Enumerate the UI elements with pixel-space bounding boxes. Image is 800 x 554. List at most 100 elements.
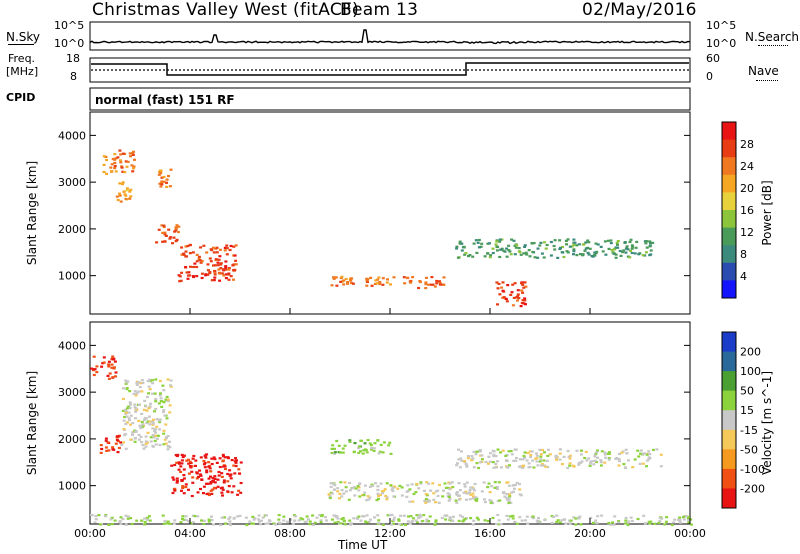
data-cell xyxy=(216,478,220,481)
data-cell xyxy=(266,522,270,525)
data-cell xyxy=(205,482,208,485)
velocity-colorbar-tick-label: 15 xyxy=(740,404,754,417)
data-cell xyxy=(612,252,616,255)
data-cell xyxy=(594,452,598,455)
data-cell xyxy=(147,415,151,418)
data-cell xyxy=(140,420,144,424)
data-cell xyxy=(226,480,230,483)
data-cell xyxy=(163,438,167,441)
data-cell xyxy=(489,501,493,504)
data-cell xyxy=(202,463,206,466)
data-cell xyxy=(552,515,556,519)
power-colorbar-tick-label: 8 xyxy=(740,248,747,261)
data-cell xyxy=(560,519,564,522)
data-cell xyxy=(148,423,152,426)
data-cell xyxy=(516,299,519,302)
data-cell xyxy=(624,519,628,522)
data-cell xyxy=(333,452,336,455)
data-cell xyxy=(432,498,436,501)
data-cell xyxy=(162,224,166,227)
data-cell xyxy=(408,522,412,525)
data-cell xyxy=(406,489,410,492)
data-cell xyxy=(440,516,444,520)
data-cell xyxy=(513,253,517,256)
data-cell xyxy=(98,523,102,526)
data-cell xyxy=(210,279,214,282)
data-cell xyxy=(143,517,147,520)
data-cell xyxy=(465,492,469,495)
data-cell xyxy=(628,240,632,244)
data-cell xyxy=(301,518,305,521)
data-cell xyxy=(520,302,524,305)
data-cell xyxy=(665,516,669,519)
data-cell xyxy=(158,394,162,397)
data-cell xyxy=(591,255,595,258)
data-cell xyxy=(636,449,640,452)
data-cell xyxy=(397,519,401,522)
data-cell xyxy=(658,516,662,520)
data-cell xyxy=(647,458,651,461)
data-cell xyxy=(163,519,167,523)
data-cell xyxy=(230,459,234,462)
data-cell xyxy=(289,518,293,521)
data-cell xyxy=(138,403,141,406)
data-cell xyxy=(119,516,123,519)
data-cell xyxy=(184,255,188,258)
data-cell xyxy=(210,462,214,466)
data-cell xyxy=(215,461,219,464)
data-cell xyxy=(204,456,208,459)
data-cell xyxy=(143,520,147,524)
data-cell xyxy=(376,278,380,281)
data-cell xyxy=(647,520,651,523)
data-cell xyxy=(429,283,433,286)
data-cell xyxy=(536,247,540,250)
data-cell xyxy=(508,464,511,467)
data-cell xyxy=(112,358,116,361)
data-cell xyxy=(502,296,506,299)
data-cell xyxy=(181,485,185,488)
data-cell xyxy=(684,514,688,518)
data-cell xyxy=(468,489,472,492)
data-cell xyxy=(462,245,466,248)
cpid-label: CPID xyxy=(6,91,36,104)
x-tick-label: 00:00 xyxy=(674,527,706,540)
data-cell xyxy=(544,465,548,468)
data-cell xyxy=(151,379,154,382)
data-cell xyxy=(444,486,448,489)
data-cell xyxy=(522,286,526,289)
data-cell xyxy=(517,250,521,253)
data-cell xyxy=(366,495,370,498)
data-cell xyxy=(472,450,476,453)
nsky-label: N.Sky xyxy=(6,30,41,44)
data-cell xyxy=(374,482,377,485)
data-cell xyxy=(617,521,621,524)
data-cell xyxy=(113,360,117,363)
data-cell xyxy=(355,516,359,519)
data-cell xyxy=(349,523,352,526)
data-cell xyxy=(203,455,207,458)
data-cell xyxy=(106,374,110,377)
data-cell xyxy=(471,457,475,460)
data-cell xyxy=(182,253,186,256)
data-cell xyxy=(523,519,527,522)
data-cell xyxy=(218,272,222,275)
data-cell xyxy=(323,516,327,519)
data-cell xyxy=(220,516,224,519)
power-data-layer xyxy=(102,149,655,308)
data-cell xyxy=(588,462,592,465)
data-cell xyxy=(424,283,428,286)
data-cell xyxy=(126,380,130,383)
data-cell xyxy=(579,523,583,526)
data-cell xyxy=(168,522,172,525)
data-cell xyxy=(614,253,618,256)
data-cell xyxy=(143,523,147,526)
data-cell xyxy=(369,444,373,447)
data-cell xyxy=(488,460,492,463)
data-cell xyxy=(687,521,691,524)
data-cell xyxy=(633,252,637,255)
data-cell xyxy=(626,248,630,251)
data-cell xyxy=(203,461,207,465)
data-cell xyxy=(370,446,374,450)
data-cell xyxy=(653,522,657,525)
data-cell xyxy=(488,491,492,494)
